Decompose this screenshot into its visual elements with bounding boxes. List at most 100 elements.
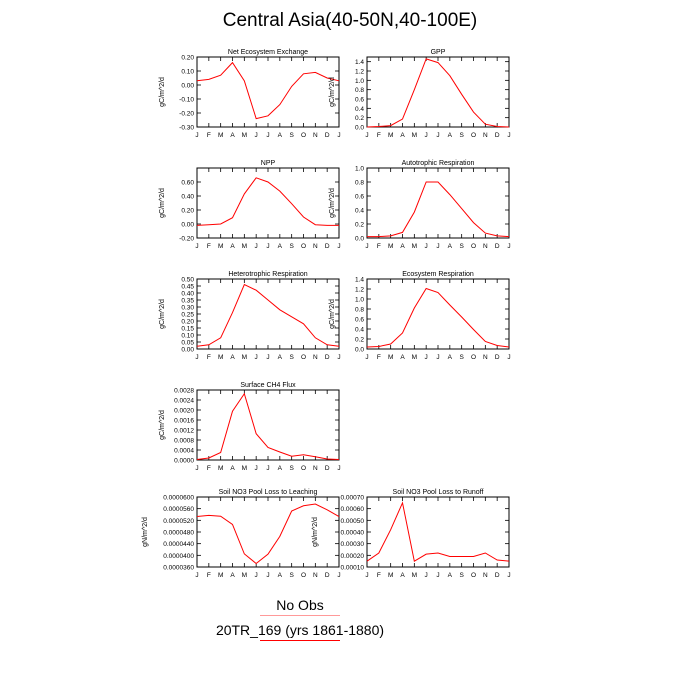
y-axis-label: gC/m^2/d: [329, 188, 336, 218]
x-tick-label: J: [365, 243, 368, 250]
panel-autotrophic-respiration: Autotrophic Respiration gC/m^2/d 0.0 0.2 0.4…: [329, 160, 511, 250]
series-line: [366, 501, 510, 562]
legend-model-label: 20TR_169 (yrs 1861-1880): [215, 622, 385, 638]
x-tick-label: A: [278, 354, 283, 361]
panel-title: Ecosystem Respiration: [402, 271, 474, 278]
panel-soil-no3-pool-loss-to-leaching: Soil NO3 Pool Loss to Leaching gN/m^2/d 0.…: [142, 489, 341, 579]
y-tick-label: 0.0000560: [163, 506, 194, 513]
x-tick-label: N: [313, 354, 318, 361]
x-tick-label: O: [301, 465, 306, 472]
x-tick-label: J: [425, 572, 428, 579]
y-axis-label: gC/m^2/d: [159, 299, 166, 329]
x-tick-label: S: [289, 243, 294, 250]
y-tick-label: 0.20: [181, 208, 194, 215]
y-tick-label: 0.2: [355, 115, 364, 122]
y-tick-label: 0.50: [181, 277, 194, 284]
legend-obs-label: No Obs: [276, 597, 324, 613]
x-tick-label: M: [388, 243, 393, 250]
y-tick-label: 0.6: [355, 194, 364, 201]
x-tick-label: J: [195, 572, 198, 579]
x-tick-label: J: [266, 572, 269, 579]
y-tick-label: 0.0000600: [163, 495, 194, 502]
x-tick-label: M: [242, 132, 247, 139]
y-tick-label: 0.10: [181, 69, 194, 76]
y-tick-label: 0.00010: [341, 565, 365, 572]
y-tick-label: 0.0000440: [163, 541, 194, 548]
x-tick-label: M: [218, 132, 223, 139]
plot-frame: [366, 56, 510, 128]
y-tick-label: -0.30: [179, 125, 194, 132]
x-tick-label: N: [483, 132, 488, 139]
x-tick-label: D: [325, 132, 330, 139]
x-tick-label: J: [255, 354, 258, 361]
x-tick-label: J: [337, 243, 340, 250]
x-tick-label: J: [436, 572, 439, 579]
plot-frame: [366, 167, 510, 239]
y-tick-label: 0.2: [355, 222, 364, 229]
y-tick-label: 0.00020: [341, 553, 365, 560]
y-tick-label: 0.00070: [341, 495, 365, 502]
panel-net-ecosystem-exchange: Net Ecosystem Exchange gC/m^2/d -0.30 -0.20…: [159, 49, 341, 139]
y-tick-label: 0.8: [355, 307, 364, 314]
plot-frame: [196, 389, 340, 461]
x-tick-label: J: [365, 572, 368, 579]
x-tick-label: A: [230, 465, 235, 472]
x-tick-label: J: [436, 354, 439, 361]
x-tick-label: D: [495, 354, 500, 361]
x-tick-label: M: [218, 354, 223, 361]
x-tick-label: D: [325, 243, 330, 250]
y-tick-label: 0.4: [355, 208, 364, 215]
y-axis-label: gC/m^2/d: [329, 299, 336, 329]
x-tick-label: J: [436, 243, 439, 250]
x-tick-label: S: [459, 243, 464, 250]
y-axis-label: gC/m^2/d: [159, 77, 166, 107]
x-tick-label: N: [313, 132, 318, 139]
x-tick-label: A: [278, 132, 283, 139]
x-tick-label: M: [412, 243, 417, 250]
panel-title: Autotrophic Respiration: [402, 160, 475, 167]
y-tick-label: 0.00: [181, 222, 194, 229]
y-tick-label: 0.15: [181, 326, 194, 333]
series-line: [196, 283, 340, 347]
y-tick-label: 1.4: [355, 59, 364, 66]
x-tick-label: S: [459, 354, 464, 361]
y-tick-label: 0.00060: [341, 506, 365, 513]
panel-title: Soil NO3 Pool Loss to Leaching: [219, 489, 318, 496]
x-tick-label: A: [400, 132, 405, 139]
x-tick-label: J: [266, 243, 269, 250]
x-tick-label: A: [278, 572, 283, 579]
x-tick-label: M: [388, 354, 393, 361]
x-tick-label: D: [495, 243, 500, 250]
x-tick-label: N: [313, 465, 318, 472]
panel-title: GPP: [431, 49, 446, 56]
series-line: [366, 287, 510, 348]
y-tick-label: 0.40: [181, 194, 194, 201]
y-tick-label: -0.10: [179, 97, 194, 104]
y-tick-label: 0.0008: [174, 438, 194, 445]
x-tick-label: F: [207, 243, 211, 250]
x-tick-label: J: [425, 354, 428, 361]
x-tick-label: F: [207, 572, 211, 579]
y-tick-label: 0.30: [181, 305, 194, 312]
x-tick-label: J: [195, 243, 198, 250]
x-tick-label: S: [289, 572, 294, 579]
x-tick-label: J: [337, 132, 340, 139]
x-tick-label: J: [425, 243, 428, 250]
x-tick-label: O: [301, 354, 306, 361]
x-tick-label: S: [459, 132, 464, 139]
y-tick-label: 0.4: [355, 327, 364, 334]
y-tick-label: 0.10: [181, 333, 194, 340]
x-tick-label: S: [289, 465, 294, 472]
panel-heterotrophic-respiration: Heterotrophic Respiration gC/m^2/d 0.000.0…: [159, 271, 341, 361]
x-tick-label: J: [507, 354, 510, 361]
y-tick-label: 0.45: [181, 284, 194, 291]
x-tick-label: M: [242, 465, 247, 472]
x-tick-label: J: [436, 132, 439, 139]
x-tick-label: O: [301, 243, 306, 250]
x-tick-label: J: [266, 132, 269, 139]
x-tick-label: F: [377, 243, 381, 250]
x-tick-label: D: [325, 465, 330, 472]
x-tick-label: A: [230, 243, 235, 250]
x-tick-label: J: [507, 243, 510, 250]
x-tick-label: M: [242, 243, 247, 250]
